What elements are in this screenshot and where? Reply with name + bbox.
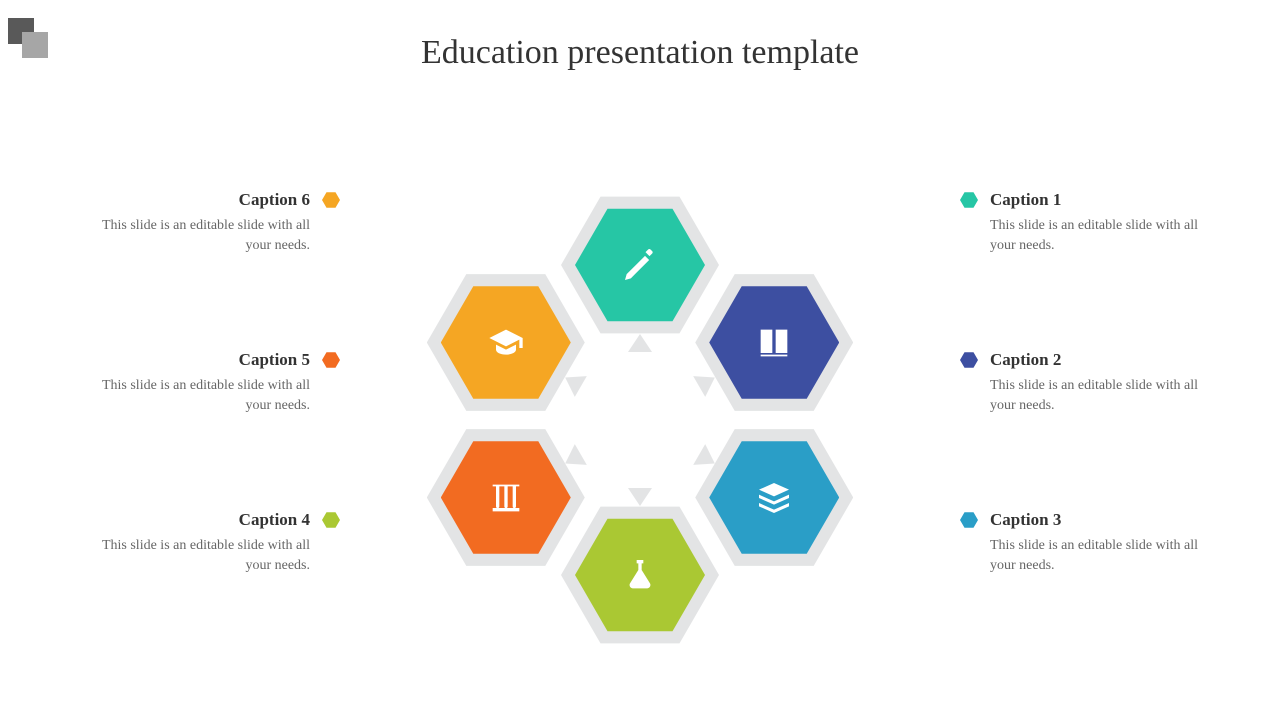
hex-node [709, 278, 839, 408]
caption-body: This slide is an editable slide with all… [80, 216, 340, 255]
caption-body: This slide is an editable slide with all… [960, 216, 1220, 255]
hex-bullet-icon [322, 351, 340, 369]
caption-block: Caption 6 This slide is an editable slide… [80, 190, 340, 255]
stack-icon [754, 478, 794, 518]
hex-bullet-icon [960, 511, 978, 529]
caption-body: This slide is an editable slide with all… [960, 376, 1220, 415]
hex-node [441, 433, 571, 563]
hex-pointer [628, 488, 652, 506]
caption-body: This slide is an editable slide with all… [960, 536, 1220, 575]
hex-bullet-icon [960, 191, 978, 209]
book-icon [754, 323, 794, 363]
caption-row: Caption 6 [80, 190, 340, 210]
caption-row: Caption 5 [80, 350, 340, 370]
hex-bullet-icon [322, 191, 340, 209]
pencil-icon [620, 245, 660, 285]
caption-block: Caption 3 This slide is an editable slide… [960, 510, 1220, 575]
caption-title: Caption 5 [239, 350, 310, 370]
caption-block: Caption 5 This slide is an editable slide… [80, 350, 340, 415]
flask-icon [620, 555, 660, 595]
diagram-stage: Caption 1 This slide is an editable slide… [0, 140, 1280, 700]
caption-title: Caption 1 [990, 190, 1061, 210]
caption-block: Caption 2 This slide is an editable slide… [960, 350, 1220, 415]
hex-node [709, 433, 839, 563]
caption-block: Caption 1 This slide is an editable slide… [960, 190, 1220, 255]
caption-body: This slide is an editable slide with all… [80, 536, 340, 575]
caption-title: Caption 4 [239, 510, 310, 530]
caption-title: Caption 2 [990, 350, 1061, 370]
hex-node [575, 200, 705, 330]
caption-title: Caption 6 [239, 190, 310, 210]
hex-bullet-icon [960, 351, 978, 369]
caption-row: Caption 2 [960, 350, 1220, 370]
hex-pointer [628, 334, 652, 352]
tubes-icon [486, 478, 526, 518]
caption-row: Caption 1 [960, 190, 1220, 210]
cap-icon [486, 323, 526, 363]
caption-title: Caption 3 [990, 510, 1061, 530]
caption-block: Caption 4 This slide is an editable slide… [80, 510, 340, 575]
caption-row: Caption 4 [80, 510, 340, 530]
caption-row: Caption 3 [960, 510, 1220, 530]
slide-title: Education presentation template [0, 34, 1280, 72]
caption-body: This slide is an editable slide with all… [80, 376, 340, 415]
hex-bullet-icon [322, 511, 340, 529]
hex-node [575, 510, 705, 640]
hex-node [441, 278, 571, 408]
